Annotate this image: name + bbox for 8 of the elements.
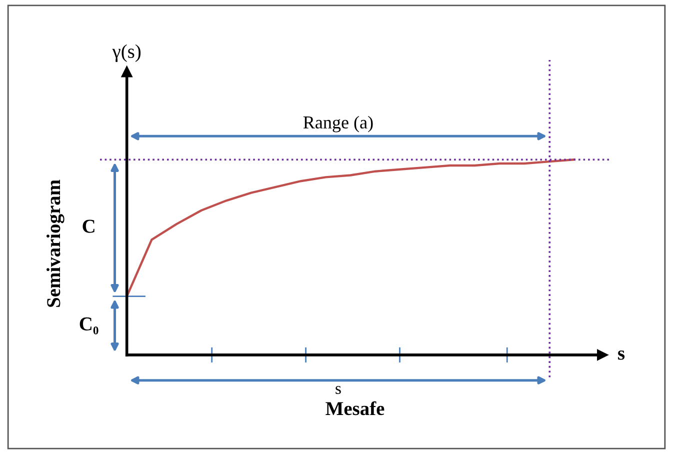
text: s bbox=[336, 386, 341, 394]
x-axis-title: Mesafe bbox=[326, 401, 384, 416]
text: Range (a) bbox=[303, 116, 373, 132]
text: γ(s) bbox=[112, 44, 141, 62]
text: s bbox=[618, 350, 625, 360]
y-axis-title: Semivariogram bbox=[46, 180, 64, 307]
text: C₀ bbox=[80, 317, 98, 334]
text: C bbox=[82, 220, 94, 233]
